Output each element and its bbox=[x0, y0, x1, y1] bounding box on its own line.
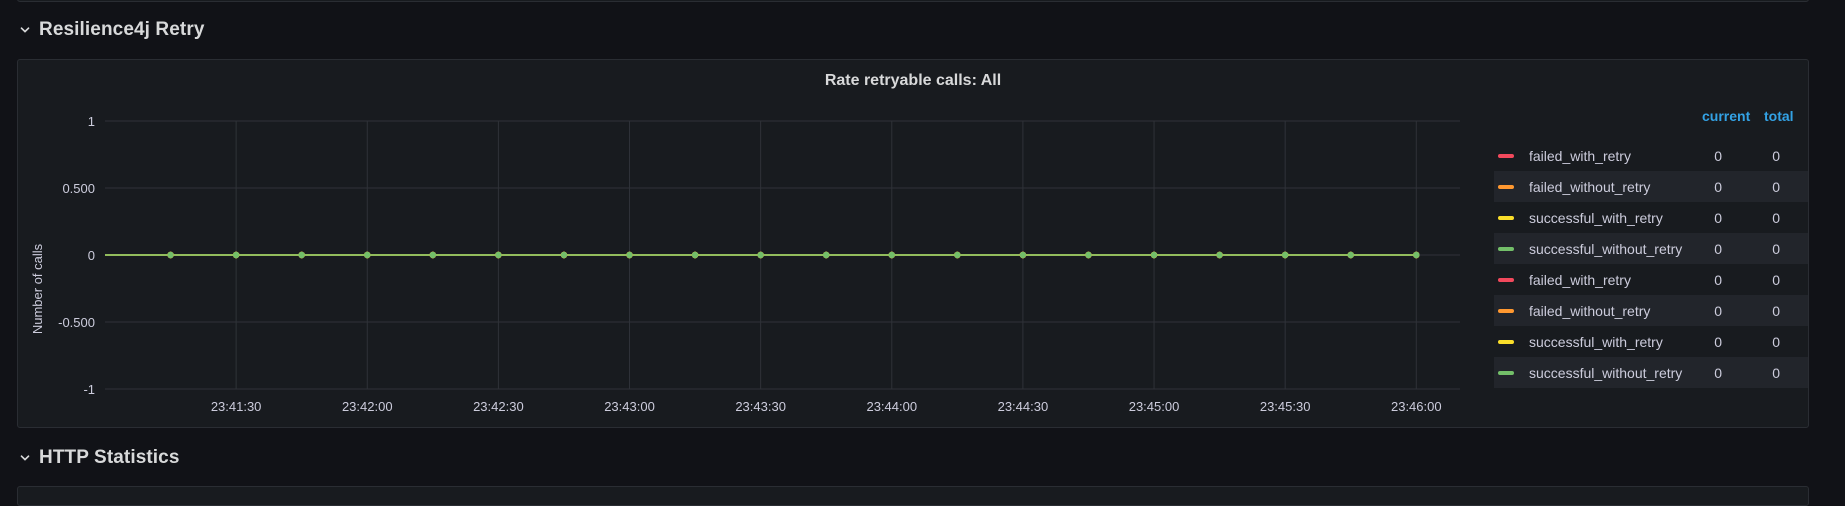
legend-item-current: 0 bbox=[1714, 178, 1722, 195]
legend-item-total: 0 bbox=[1772, 240, 1780, 257]
data-point bbox=[167, 251, 174, 259]
legend-item[interactable]: successful_without_retry 0 0 bbox=[1494, 233, 1808, 264]
series-color-swatch bbox=[1498, 370, 1514, 375]
x-tick-label: 23:45:00 bbox=[1129, 399, 1180, 414]
data-point bbox=[232, 251, 240, 259]
legend-item[interactable]: successful_without_retry 0 0 bbox=[1494, 357, 1808, 388]
chevron-down-icon bbox=[20, 455, 30, 461]
data-point bbox=[495, 251, 502, 259]
series-color-swatch bbox=[1498, 277, 1514, 282]
x-tick-label: 23:43:00 bbox=[604, 399, 655, 414]
legend-item-total: 0 bbox=[1772, 302, 1780, 319]
row-header-retry[interactable]: Resilience4j Retry bbox=[19, 17, 205, 43]
legend-item-name: failed_with_retry bbox=[1529, 147, 1631, 164]
data-point bbox=[691, 251, 699, 259]
chevron-down-icon bbox=[20, 27, 30, 33]
row-title: HTTP Statistics bbox=[39, 447, 180, 468]
legend-item-current: 0 bbox=[1714, 333, 1722, 350]
data-point bbox=[626, 251, 633, 259]
y-tick-label: -0.500 bbox=[58, 315, 95, 330]
legend-item-name: failed_with_retry bbox=[1529, 271, 1631, 288]
x-tick-label: 23:45:30 bbox=[1260, 399, 1311, 414]
row-title: Resilience4j Retry bbox=[39, 19, 205, 40]
data-point bbox=[1413, 251, 1420, 259]
panel-title[interactable]: Rate retryable calls: All bbox=[824, 72, 1002, 89]
data-point bbox=[757, 251, 764, 259]
data-point bbox=[298, 251, 305, 259]
legend-item-name: failed_without_retry bbox=[1529, 178, 1651, 195]
data-point bbox=[560, 251, 568, 259]
y-tick-label: 1 bbox=[88, 114, 95, 129]
data-point bbox=[1347, 251, 1354, 259]
legend-item-current: 0 bbox=[1714, 364, 1722, 381]
series-color-swatch bbox=[1498, 246, 1514, 251]
legend-item-current: 0 bbox=[1714, 147, 1722, 164]
legend-item[interactable]: failed_without_retry 0 0 bbox=[1494, 171, 1808, 202]
data-point bbox=[1150, 251, 1158, 259]
x-tick-label: 23:41:30 bbox=[211, 399, 262, 414]
legend-item[interactable]: successful_with_retry 0 0 bbox=[1494, 326, 1808, 357]
legend-item-total: 0 bbox=[1772, 209, 1780, 226]
legend-item[interactable]: failed_without_retry 0 0 bbox=[1494, 295, 1808, 326]
data-point bbox=[1019, 251, 1027, 259]
legend-item[interactable]: successful_with_retry 0 0 bbox=[1494, 202, 1808, 233]
x-tick-label: 23:42:00 bbox=[342, 399, 393, 414]
x-tick-label: 23:46:00 bbox=[1391, 399, 1442, 414]
series-color-swatch bbox=[1498, 153, 1514, 158]
row-header-http[interactable]: HTTP Statistics bbox=[19, 445, 180, 471]
data-point bbox=[364, 251, 371, 259]
legend-header-current[interactable]: current bbox=[1702, 108, 1751, 124]
legend-item-total: 0 bbox=[1772, 271, 1780, 288]
x-tick-label: 23:44:00 bbox=[866, 399, 917, 414]
y-tick-label: 0.500 bbox=[62, 181, 95, 196]
data-point bbox=[429, 251, 437, 259]
data-point bbox=[888, 251, 895, 259]
data-point bbox=[1216, 251, 1223, 259]
legend-item-current: 0 bbox=[1714, 271, 1722, 288]
legend-item-total: 0 bbox=[1772, 178, 1780, 195]
y-tick-label: 0 bbox=[88, 248, 95, 263]
y-axis-label: Number of calls bbox=[30, 243, 45, 334]
legend-item-total: 0 bbox=[1772, 364, 1780, 381]
x-tick-label: 23:42:30 bbox=[473, 399, 524, 414]
series-color-swatch bbox=[1498, 184, 1514, 189]
data-point bbox=[1281, 251, 1289, 259]
x-tick-label: 23:43:30 bbox=[735, 399, 786, 414]
legend-item[interactable]: failed_with_retry 0 0 bbox=[1494, 264, 1808, 295]
legend-item-name: successful_with_retry bbox=[1529, 333, 1663, 350]
legend-item-current: 0 bbox=[1714, 240, 1722, 257]
legend-item-current: 0 bbox=[1714, 302, 1722, 319]
x-tick-label: 23:44:30 bbox=[998, 399, 1049, 414]
data-point bbox=[1085, 251, 1092, 259]
legend-item-name: failed_without_retry bbox=[1529, 302, 1651, 319]
data-point bbox=[823, 251, 830, 259]
legend-header-total[interactable]: total bbox=[1764, 108, 1794, 124]
legend-item-name: successful_without_retry bbox=[1529, 240, 1683, 257]
y-tick-label: -1 bbox=[83, 382, 95, 397]
legend-item[interactable]: failed_with_retry 0 0 bbox=[1494, 140, 1808, 171]
legend-item-name: successful_with_retry bbox=[1529, 209, 1663, 226]
legend-item-total: 0 bbox=[1772, 333, 1780, 350]
data-point bbox=[954, 251, 961, 259]
legend-item-total: 0 bbox=[1772, 147, 1780, 164]
next-panel-edge bbox=[17, 486, 1809, 506]
legend-item-name: successful_without_retry bbox=[1529, 364, 1683, 381]
series-color-swatch bbox=[1498, 215, 1514, 220]
series-color-swatch bbox=[1498, 308, 1514, 313]
legend-item-current: 0 bbox=[1714, 209, 1722, 226]
series-color-swatch bbox=[1498, 339, 1514, 344]
